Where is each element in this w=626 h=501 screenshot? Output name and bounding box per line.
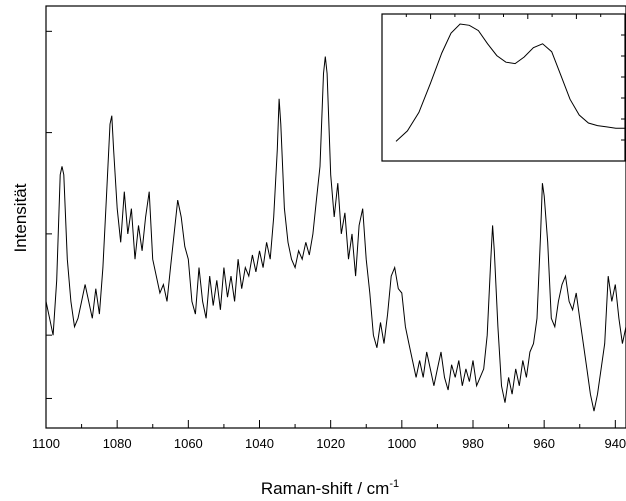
main-plot-frame — [45, 5, 626, 429]
x-axis-label-superscript: -1 — [389, 478, 399, 490]
x-tick-label: 1040 — [245, 436, 274, 451]
main-ticks — [45, 30, 616, 428]
x-tick-label: 940 — [604, 436, 626, 451]
inset-frame — [381, 13, 626, 162]
x-axis-label-text: Raman-shift / cm — [261, 479, 389, 498]
x-tick-label: 1000 — [387, 436, 416, 451]
main-plot: 1100 1080 1060 1040 1020 1000 980 960 940 Raman-… — [11, 5, 626, 498]
y-axis-label: Intensität — [11, 183, 30, 252]
x-tick-label: 980 — [462, 436, 484, 451]
inset-ticks — [405, 14, 625, 141]
inset-plot — [381, 13, 626, 162]
inset-spectrum-line — [395, 23, 625, 142]
x-tick-label: 1020 — [316, 436, 345, 451]
x-tick-label: 1080 — [103, 436, 132, 451]
x-tick-label: 960 — [533, 436, 555, 451]
x-tick-label: 1100 — [32, 436, 60, 451]
x-tick-label: 1060 — [174, 436, 203, 451]
spectrum-line — [45, 56, 626, 412]
x-axis-label: Raman-shift / cm-1 — [261, 478, 399, 498]
main-tick-labels: 1100 1080 1060 1040 1020 1000 980 960 940 — [32, 436, 626, 451]
